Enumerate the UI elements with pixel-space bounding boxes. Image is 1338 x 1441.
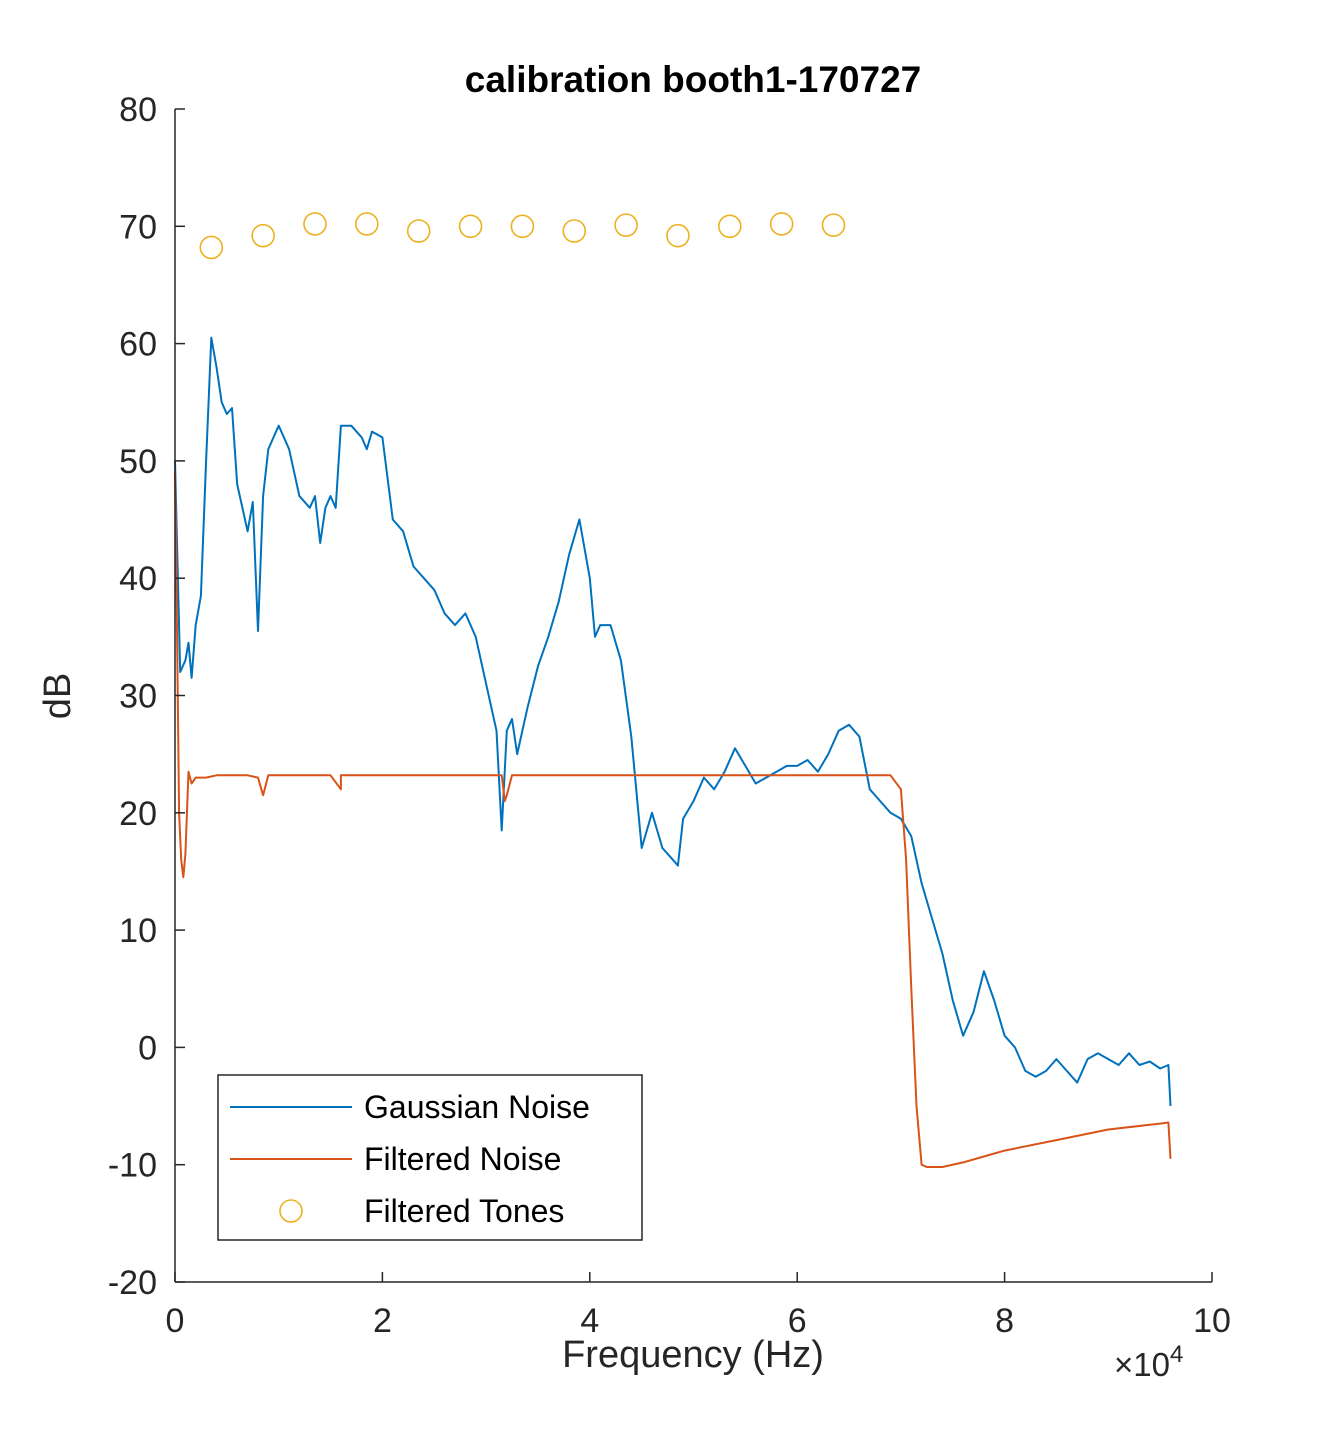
- legend-label-filtered-tones: Filtered Tones: [364, 1193, 564, 1229]
- data-point-filtered-tones: [666, 223, 690, 248]
- y-tick-label: 60: [119, 326, 157, 364]
- data-point-filtered-tones: [614, 213, 638, 237]
- y-tick-label: 0: [138, 1029, 157, 1067]
- legend-label-gaussian-noise: Gaussian Noise: [364, 1089, 590, 1125]
- data-point-filtered-tones: [562, 219, 587, 243]
- x-tick-label: 10: [1193, 1302, 1231, 1340]
- y-axis-label: dB: [37, 673, 79, 719]
- chart-title: calibration booth1-170727: [465, 59, 921, 100]
- data-point-filtered-tones: [406, 219, 431, 243]
- x-exponent-base: ×10: [1114, 1346, 1170, 1383]
- series-layer: [174, 212, 1172, 1168]
- x-tick-label: 6: [788, 1302, 807, 1340]
- legend-box: [217, 1074, 643, 1241]
- x-exponent-power: 4: [1170, 1341, 1183, 1368]
- legend: Gaussian Noise Filtered Noise Filtered Ton…: [217, 1074, 643, 1241]
- y-tick-label: -20: [108, 1264, 157, 1302]
- data-point-filtered-tones: [355, 212, 379, 236]
- data-point-filtered-tones: [251, 223, 275, 248]
- x-tick-label: 0: [166, 1302, 185, 1340]
- y-tick-label: 10: [119, 912, 157, 950]
- data-point-filtered-tones: [458, 214, 483, 239]
- y-tick-label: 40: [119, 560, 157, 598]
- data-point-filtered-tones: [303, 212, 327, 236]
- series-line-gaussian-noise: [174, 336, 1172, 1107]
- y-tick-label: 30: [119, 678, 157, 716]
- y-tick-label: 20: [119, 795, 157, 833]
- data-point-filtered-tones: [510, 214, 535, 239]
- axes: 0 2 4 6 8 10 -20 -10 0 10 20 30 40 50 60 70 80: [108, 91, 1231, 1340]
- legend-label-filtered-noise: Filtered Noise: [364, 1141, 561, 1177]
- legend-swatch-filtered-tones: [279, 1199, 303, 1223]
- data-point-filtered-tones: [199, 235, 224, 260]
- x-tick-label: 4: [580, 1302, 599, 1340]
- x-axis-label: Frequency (Hz): [562, 1334, 824, 1376]
- series-line-filtered-noise: [174, 472, 1172, 1168]
- x-tick-label: 8: [995, 1302, 1014, 1340]
- x-tick-label: 2: [373, 1302, 392, 1340]
- y-tick-label: 70: [119, 208, 157, 246]
- data-point-filtered-tones: [717, 214, 742, 239]
- x-exponent-label: ×104: [1114, 1341, 1183, 1383]
- y-tick-label: -10: [108, 1147, 157, 1185]
- y-tick-label: 80: [119, 91, 157, 129]
- data-point-filtered-tones: [821, 213, 846, 237]
- y-tick-label: 50: [119, 443, 157, 481]
- data-point-filtered-tones: [769, 212, 794, 236]
